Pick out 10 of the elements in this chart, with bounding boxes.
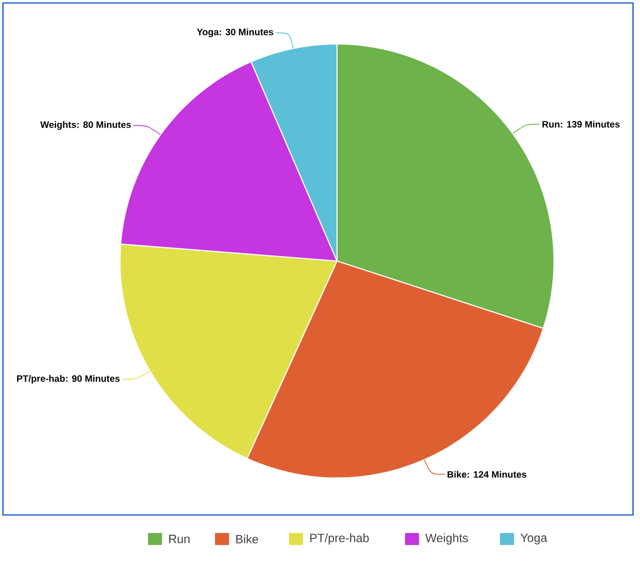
legend-label: PT/pre-hab	[310, 533, 369, 545]
data-label: PT/pre-hab: 90 Minutes	[17, 374, 120, 384]
legend-label: Bike	[236, 534, 258, 544]
data-label: Bike: 124 Minutes	[448, 470, 526, 478]
legend-label: Weights	[425, 533, 468, 545]
data-label: Weights: 80 Minutes	[40, 121, 131, 130]
data-label: Run: 139 Minutes	[542, 120, 620, 128]
legend-label: Yoga	[520, 534, 548, 544]
data-label: Yoga: 30 Minutes	[196, 28, 274, 38]
legend-label: Run	[169, 534, 190, 544]
